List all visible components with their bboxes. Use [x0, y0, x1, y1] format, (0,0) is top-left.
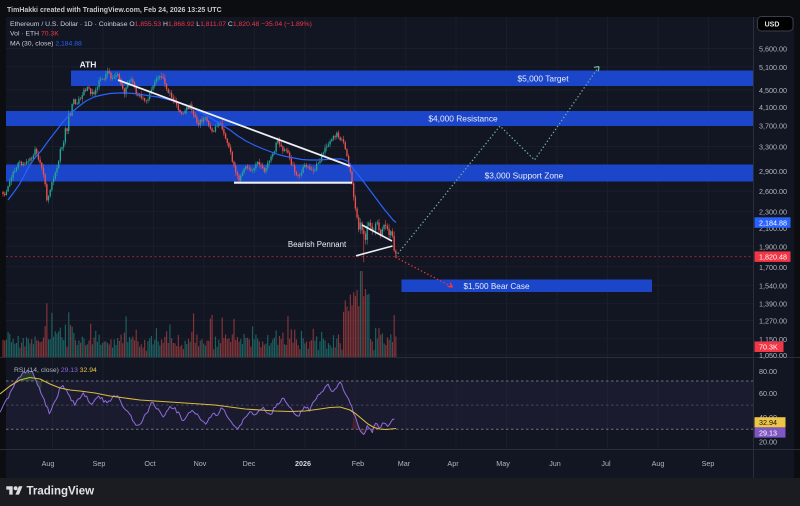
svg-text:2026: 2026 — [295, 459, 311, 468]
svg-text:1,900.00: 1,900.00 — [759, 243, 787, 252]
svg-text:2,900.00: 2,900.00 — [759, 167, 787, 176]
svg-text:3,700.00: 3,700.00 — [759, 121, 787, 130]
svg-text:1,540.00: 1,540.00 — [759, 282, 787, 291]
svg-text:TradingView: TradingView — [27, 486, 95, 498]
svg-text:MA (30, close) 2,184.88: MA (30, close) 2,184.88 — [10, 41, 82, 48]
svg-text:5,600.00: 5,600.00 — [759, 45, 787, 54]
svg-text:2,100.00: 2,100.00 — [759, 224, 787, 233]
svg-text:1,700.00: 1,700.00 — [759, 263, 787, 272]
svg-text:5,100.00: 5,100.00 — [759, 63, 787, 72]
svg-text:Dec: Dec — [243, 459, 256, 468]
svg-text:70.3K: 70.3K — [759, 343, 778, 352]
svg-text:Nov: Nov — [194, 459, 207, 468]
svg-text:3,300.00: 3,300.00 — [759, 143, 787, 152]
svg-text:$1,500 Bear Case: $1,500 Bear Case — [464, 282, 530, 291]
svg-text:$3,000 Support Zone: $3,000 Support Zone — [485, 171, 564, 181]
svg-text:Vol · ETH 70.3K: Vol · ETH 70.3K — [10, 31, 59, 38]
svg-text:1,150.00: 1,150.00 — [759, 335, 787, 344]
svg-text:Jul: Jul — [601, 459, 611, 468]
svg-text:Sep: Sep — [702, 459, 715, 468]
svg-text:Ethereum / U.S. Dollar · 1D ·: Ethereum / U.S. Dollar · 1D · Coinbase O… — [10, 21, 312, 28]
svg-text:Apr: Apr — [447, 459, 459, 468]
svg-text:1,820.48: 1,820.48 — [759, 252, 787, 261]
svg-text:Mar: Mar — [398, 459, 411, 468]
svg-text:Oct: Oct — [144, 459, 155, 468]
svg-text:Bearish Pennant: Bearish Pennant — [288, 240, 347, 249]
svg-text:4,500.00: 4,500.00 — [759, 86, 787, 95]
svg-text:$4,000 Resistance: $4,000 Resistance — [428, 114, 498, 124]
svg-text:Aug: Aug — [42, 459, 55, 468]
svg-text:2,184.88: 2,184.88 — [759, 218, 787, 227]
svg-text:80.00: 80.00 — [759, 367, 777, 376]
svg-text:4,100.00: 4,100.00 — [759, 103, 787, 112]
svg-text:$5,000 Target: $5,000 Target — [517, 74, 569, 84]
svg-text:2,600.00: 2,600.00 — [759, 187, 787, 196]
svg-text:USD: USD — [765, 22, 780, 29]
svg-text:RSI (14, close) 29.13 32.94: RSI (14, close) 29.13 32.94 — [14, 367, 97, 374]
svg-text:1,390.00: 1,390.00 — [759, 300, 787, 309]
svg-text:32.94: 32.94 — [759, 418, 777, 427]
svg-text:Jun: Jun — [549, 459, 561, 468]
svg-text:1,270.00: 1,270.00 — [759, 317, 787, 326]
svg-text:1,050.00: 1,050.00 — [759, 351, 787, 360]
svg-text:Aug: Aug — [652, 459, 665, 468]
svg-text:Feb: Feb — [352, 459, 364, 468]
svg-text:May: May — [496, 459, 510, 468]
svg-text:2,300.00: 2,300.00 — [759, 208, 787, 217]
svg-text:ATH: ATH — [80, 60, 97, 70]
svg-text:TimHakki created with TradingV: TimHakki created with TradingView.com, F… — [7, 7, 222, 14]
svg-text:29.13: 29.13 — [759, 428, 777, 437]
svg-text:Sep: Sep — [93, 459, 106, 468]
svg-text:20.00: 20.00 — [759, 437, 777, 446]
svg-text:60.00: 60.00 — [759, 389, 777, 398]
